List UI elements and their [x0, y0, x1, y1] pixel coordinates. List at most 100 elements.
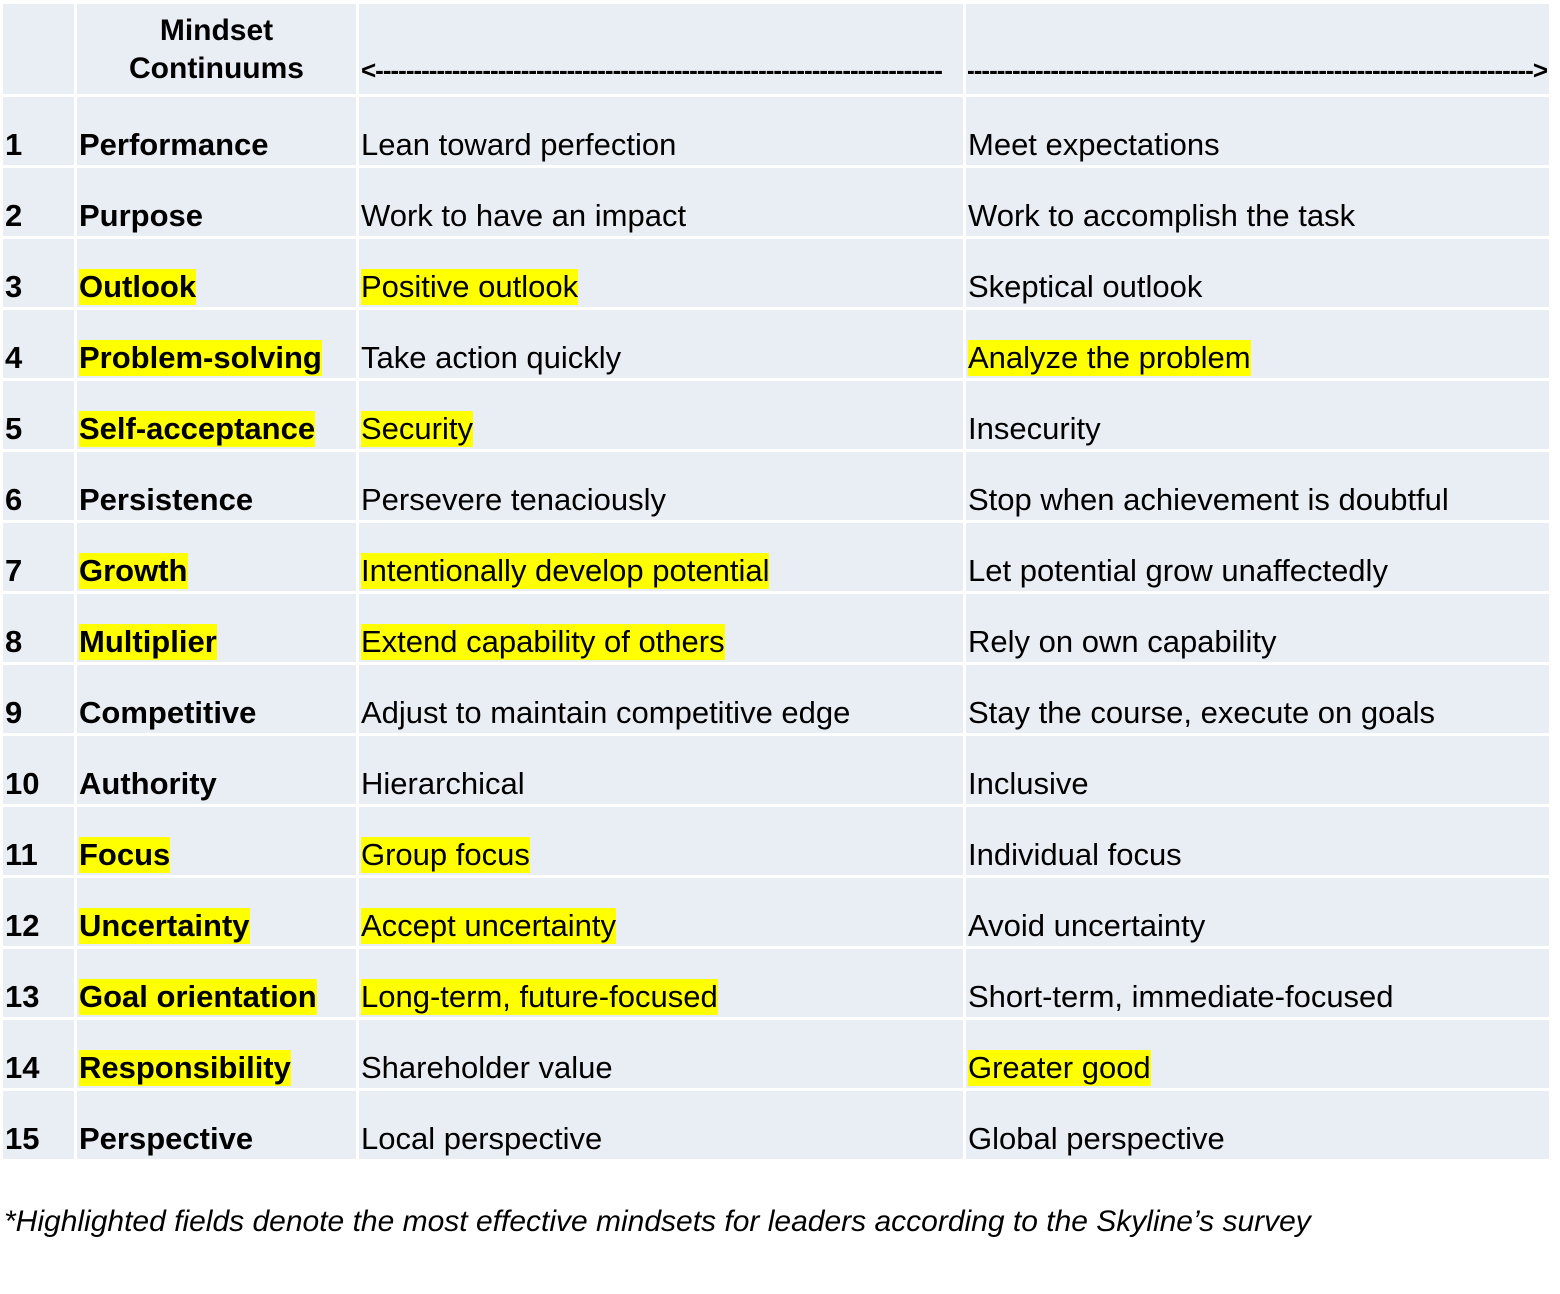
row-num: 12 — [5, 908, 40, 943]
row-name: Competitive — [79, 695, 257, 730]
cell-name: Self-acceptance — [77, 381, 356, 449]
row-right: Stop when achievement is doubtful — [968, 482, 1449, 517]
row-right: Inclusive — [968, 766, 1089, 801]
cell-right: Meet expectations — [966, 97, 1549, 165]
cell-num: 15 — [3, 1091, 74, 1159]
cell-right: Inclusive — [966, 736, 1549, 804]
row-left: Long-term, future-focused — [361, 979, 718, 1015]
cell-left: Hierarchical — [359, 736, 963, 804]
cell-right: Analyze the problem — [966, 310, 1549, 378]
row-left: Hierarchical — [361, 766, 525, 801]
row-right: Individual focus — [968, 837, 1182, 872]
header-title-cell: Mindset Continuums — [77, 4, 356, 94]
row-num: 6 — [5, 482, 23, 517]
row-name: Persistence — [79, 482, 254, 517]
cell-name: Outlook — [77, 239, 356, 307]
title-line-1: Mindset — [159, 14, 274, 47]
row-num: 7 — [5, 553, 23, 588]
cell-left: Security — [359, 381, 963, 449]
row-name: Focus — [79, 837, 171, 873]
cell-name: Persistence — [77, 452, 356, 520]
cell-num: 9 — [3, 665, 74, 733]
cell-name: Focus — [77, 807, 356, 875]
row-left: Accept uncertainty — [361, 908, 617, 944]
cell-name: Growth — [77, 523, 356, 591]
cell-num: 6 — [3, 452, 74, 520]
cell-right: Let potential grow unaffectedly — [966, 523, 1549, 591]
row-right: Work to accomplish the task — [968, 198, 1356, 233]
cell-num: 13 — [3, 949, 74, 1017]
cell-left: Positive outlook — [359, 239, 963, 307]
row-left: Lean toward perfection — [361, 127, 677, 162]
row-name: Growth — [79, 553, 188, 589]
cell-left: Extend capability of others — [359, 594, 963, 662]
cell-right: Greater good — [966, 1020, 1549, 1088]
row-right: Meet expectations — [968, 127, 1220, 162]
cell-num: 1 — [3, 97, 74, 165]
cell-num: 3 — [3, 239, 74, 307]
left-arrow: <---------------------------------------… — [361, 55, 943, 85]
cell-right: Stay the course, execute on goals — [966, 665, 1549, 733]
row-right: Stay the course, execute on goals — [968, 695, 1436, 730]
right-arrow: ----------------------------------------… — [968, 55, 1547, 86]
cell-name: Multiplier — [77, 594, 356, 662]
row-name: Outlook — [79, 269, 197, 305]
cell-left: Local perspective — [359, 1091, 963, 1159]
row-num: 4 — [5, 340, 23, 375]
row-right: Global perspective — [968, 1121, 1225, 1156]
cell-left: Take action quickly — [359, 310, 963, 378]
row-right: Analyze the problem — [968, 340, 1251, 376]
row-num: 2 — [5, 198, 23, 233]
cell-num: 12 — [3, 878, 74, 946]
cell-right: Individual focus — [966, 807, 1549, 875]
row-num: 15 — [5, 1121, 40, 1156]
cell-right: Short-term, immediate-focused — [966, 949, 1549, 1017]
row-num: 10 — [5, 766, 40, 801]
cell-left: Lean toward perfection — [359, 97, 963, 165]
cell-left: Work to have an impact — [359, 168, 963, 236]
row-left: Take action quickly — [361, 340, 622, 375]
mindset-continuums-table: Mindset Continuums <--------------------… — [3, 4, 1549, 1159]
row-name: Multiplier — [79, 624, 217, 660]
cell-num: 14 — [3, 1020, 74, 1088]
cell-left: Adjust to maintain competitive edge — [359, 665, 963, 733]
row-name: Authority — [79, 766, 217, 801]
header-num-cell — [3, 4, 74, 94]
row-left: Security — [361, 411, 473, 447]
row-right: Skeptical outlook — [968, 269, 1203, 304]
row-num: 13 — [5, 979, 40, 1014]
cell-name: Perspective — [77, 1091, 356, 1159]
cell-left: Long-term, future-focused — [359, 949, 963, 1017]
cell-name: Problem-solving — [77, 310, 356, 378]
row-num: 9 — [5, 695, 23, 730]
cell-left: Group focus — [359, 807, 963, 875]
footnote: *Highlighted fields denote the most effe… — [4, 1205, 1311, 1238]
row-name: Goal orientation — [79, 979, 317, 1015]
row-num: 5 — [5, 411, 23, 446]
cell-num: 2 — [3, 168, 74, 236]
cell-right: Avoid uncertainty — [966, 878, 1549, 946]
row-left: Intentionally develop potential — [361, 553, 770, 589]
row-right: Insecurity — [968, 411, 1101, 446]
cell-right: Global perspective — [966, 1091, 1549, 1159]
cell-num: 8 — [3, 594, 74, 662]
row-left: Local perspective — [361, 1121, 603, 1156]
cell-right: Skeptical outlook — [966, 239, 1549, 307]
row-right: Let potential grow unaffectedly — [968, 553, 1388, 588]
cell-name: Authority — [77, 736, 356, 804]
row-left: Adjust to maintain competitive edge — [361, 695, 851, 730]
row-name: Problem-solving — [79, 340, 322, 376]
table-title: Mindset Continuums — [77, 12, 356, 88]
row-num: 3 — [5, 269, 23, 304]
cell-name: Goal orientation — [77, 949, 356, 1017]
cell-num: 5 — [3, 381, 74, 449]
row-name: Self-acceptance — [79, 411, 316, 447]
cell-num: 11 — [3, 807, 74, 875]
row-left: Persevere tenaciously — [361, 482, 666, 517]
cell-left: Persevere tenaciously — [359, 452, 963, 520]
cell-right: Work to accomplish the task — [966, 168, 1549, 236]
row-num: 1 — [5, 127, 23, 162]
header-left-cell: <---------------------------------------… — [359, 4, 963, 94]
row-name: Perspective — [79, 1121, 254, 1156]
row-right: Short-term, immediate-focused — [968, 979, 1394, 1014]
